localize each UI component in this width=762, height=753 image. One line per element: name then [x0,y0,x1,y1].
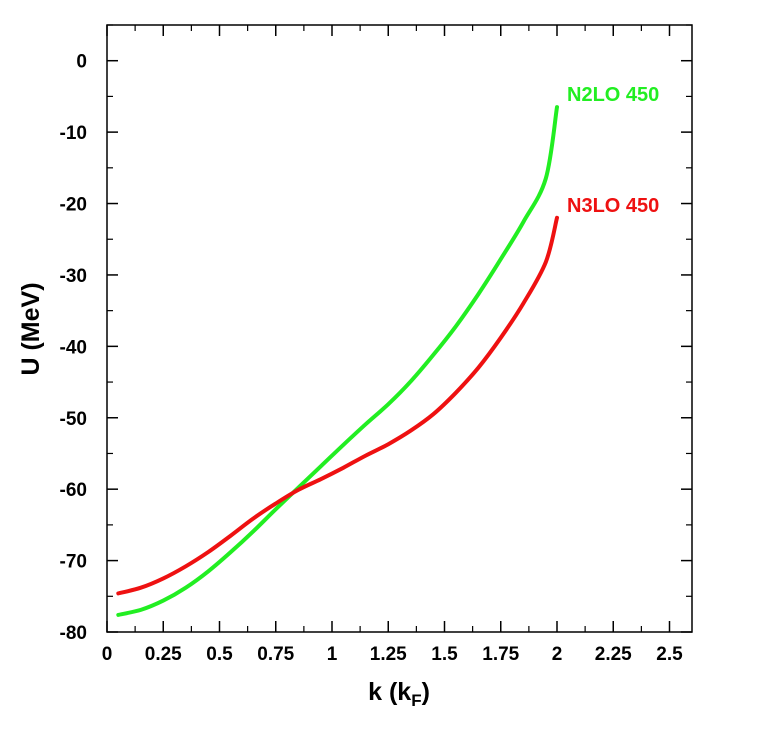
x-tick-label: 1.75 [482,644,519,665]
x-tick-label: 2.25 [595,644,632,665]
y-tick-label: -10 [60,123,87,144]
axis-tick-labels: 0 0.25 0.5 0.75 1 1.25 1.5 1.75 2 2.25 2.5 0 -10 -20 -… [60,52,684,665]
x-tick-label: 0 [102,644,113,665]
y-tick-label: -60 [60,480,87,501]
y-tick-label: -80 [60,623,87,644]
series-line-1 [116,215,559,596]
y-tick-label: -20 [60,195,87,216]
x-tick-label: 1 [327,644,338,665]
y-tick-label: -70 [60,552,87,573]
x-tick-label: 0.75 [257,644,294,665]
y-tick-label: -50 [60,409,87,430]
series-label-1: N3LO 450 [567,195,659,217]
x-tick-label: 1.25 [370,644,407,665]
x-tick-label: 2.5 [656,644,683,665]
series-label-0: N2LO 450 [567,84,659,106]
x-tick-label: 1.5 [431,644,458,665]
y-axis-title: U (MeV) [17,282,45,375]
x-tick-label: 2 [552,644,563,665]
x-axis-title: k (kF) [368,678,430,710]
x-tick-label: 0.5 [206,644,233,665]
x-tick-label: 0.25 [145,644,182,665]
series-line-0 [116,105,559,617]
y-tick-label: -30 [60,266,87,287]
y-tick-label: -40 [60,337,87,358]
series-group: N2LO 450 N3LO 450 [116,84,659,617]
plot-frame [106,24,693,633]
y-tick-label: 0 [76,52,87,73]
axis-ticks [106,24,692,633]
